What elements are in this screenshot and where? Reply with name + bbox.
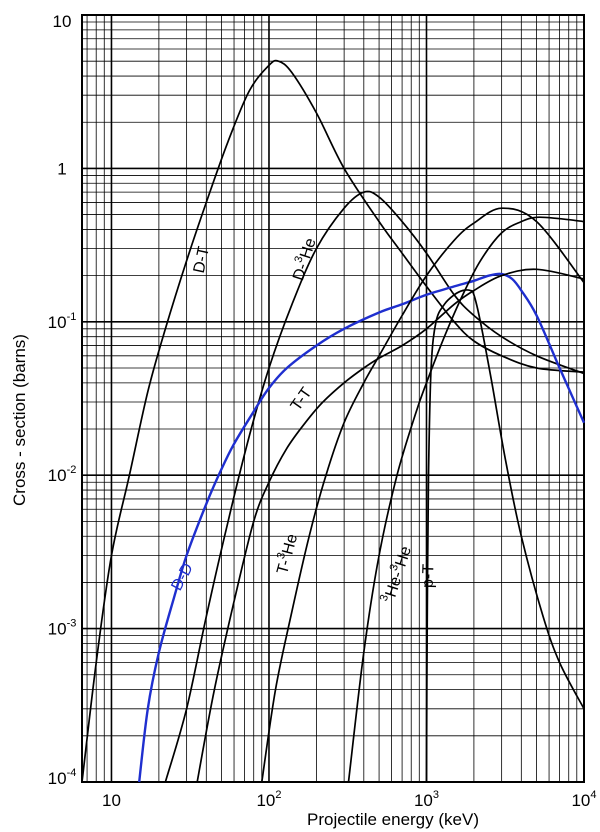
x-tick-label: 10 — [102, 791, 121, 810]
series-line-d-3he — [164, 190, 585, 783]
y-tick-label: 1 — [57, 159, 66, 178]
y-axis-title: Cross - section (barns) — [10, 334, 29, 506]
series-line-p-t — [425, 289, 585, 783]
y-tick-label: 10 — [53, 12, 72, 31]
curve-labels: D-T D-3He D-D T-T T-3He 3He-3He p-T — [168, 235, 438, 605]
y-tick-label: 10-4 — [48, 767, 77, 788]
grid — [81, 14, 585, 783]
series-label-d-3he: D-3He — [287, 235, 319, 283]
series-label-3he-3he: 3He-3He — [378, 543, 415, 605]
x-tick-label: 104 — [571, 789, 596, 810]
series-label-p-t: p-T — [420, 563, 438, 588]
y-tick-label: 10-2 — [48, 464, 77, 485]
series-label-d-d: D-D — [168, 561, 196, 594]
series-label-d-t: D-T — [191, 245, 213, 275]
tick-labels: 10 102 103 104 10 1 10-1 10-2 10-3 10-4 — [48, 12, 597, 810]
x-tick-label: 102 — [256, 789, 281, 810]
series-label-t-3he: T-3He — [271, 531, 301, 576]
x-tick-label: 103 — [414, 789, 439, 810]
series-line-d-d — [138, 272, 586, 783]
series-line-t-3he — [260, 207, 585, 783]
y-tick-label: 10-1 — [48, 311, 77, 332]
series-layer — [81, 59, 586, 783]
x-axis-title: Projectile energy (keV) — [307, 810, 479, 829]
series-line-d-t — [81, 59, 585, 783]
y-tick-label: 10-3 — [48, 618, 77, 639]
series-line-3he-3he — [347, 216, 585, 783]
series-line-t-t — [196, 268, 585, 783]
series-label-t-t: T-T — [288, 385, 316, 415]
plot-frame — [81, 14, 585, 783]
